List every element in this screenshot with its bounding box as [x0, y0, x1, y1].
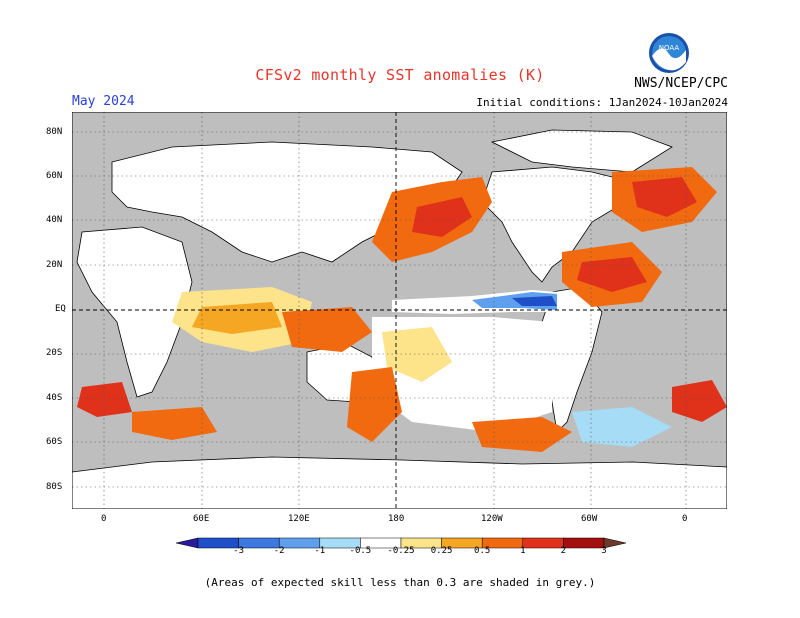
colorbar-label: 1	[520, 546, 526, 556]
colorbar-label: -0.25	[387, 546, 415, 556]
south-indian-warm	[77, 382, 132, 417]
chart-title: CFSv2 monthly SST anomalies (K)	[255, 66, 545, 84]
lat-tick-80s: 80S	[46, 482, 63, 492]
anomaly-patches	[77, 167, 727, 452]
colorbar-label: 3	[601, 546, 607, 556]
lat-tick-20s: 20S	[46, 348, 63, 358]
antarctica	[72, 456, 727, 509]
south-pacific-light-warm	[382, 327, 452, 382]
eurasia	[111, 141, 463, 263]
lon-tick-0-east: 0	[682, 514, 688, 524]
southwest-pacific-warm	[347, 367, 402, 442]
lon-tick-60w: 60W	[581, 514, 598, 524]
initial-conditions: Initial conditions: 1Jan2024-10Jan2024	[476, 96, 728, 109]
lon-tick-0: 0	[101, 514, 107, 524]
forecast-month: May 2024	[72, 94, 135, 109]
colorbar-labels: -3 -2 -1 -0.5 -0.25 0.25 0.5 1 2 3	[176, 546, 626, 558]
tropical-atlantic-strong	[577, 257, 647, 292]
colorbar-label: 0.5	[474, 546, 491, 556]
equator-dateline	[72, 112, 727, 509]
colorbar-label: -1	[314, 546, 326, 556]
colorbar-label: 0.25	[430, 546, 453, 556]
lon-tick-180: 180	[388, 514, 405, 524]
agency-label: NWS/NCEP/CPC	[634, 76, 728, 91]
noaa-logo: NOAA	[649, 33, 689, 73]
colorbar-label: 2	[560, 546, 567, 556]
cold-tongue-core	[512, 296, 557, 306]
north-atlantic-strong	[632, 177, 697, 217]
maritime-continent-warm	[282, 307, 372, 352]
land-masses	[72, 129, 727, 509]
graticule	[72, 112, 727, 509]
lat-tick-60s: 60S	[46, 437, 63, 447]
lon-tick-120w: 120W	[481, 514, 503, 524]
colorbar-label: -2	[273, 546, 285, 556]
africa	[76, 226, 193, 398]
skill-footnote: (Areas of expected skill less than 0.3 a…	[204, 576, 596, 589]
lon-tick-60e: 60E	[193, 514, 210, 524]
arctic-land	[490, 129, 673, 173]
lat-tick-40s: 40S	[46, 393, 63, 403]
colorbar-high-arrow	[603, 537, 626, 549]
south-indian-band	[132, 407, 217, 440]
colorbar-label: -0.5	[349, 546, 372, 556]
logo-text: NOAA	[659, 44, 680, 52]
sst-anomaly-map	[72, 112, 727, 509]
north-pacific-strong-warm	[412, 197, 472, 237]
colorbar	[176, 537, 626, 549]
lat-tick-40n: 40N	[46, 215, 63, 225]
lon-tick-120e: 120E	[288, 514, 310, 524]
south-atlantic-warm	[672, 380, 727, 422]
lat-tick-eq: EQ	[55, 304, 66, 314]
colorbar-label: -3	[233, 546, 245, 556]
lat-tick-80n: 80N	[46, 127, 63, 137]
south-pacific-warm	[472, 417, 572, 452]
lat-tick-20n: 20N	[46, 260, 63, 270]
southern-ocean-cool	[572, 407, 672, 447]
lat-tick-60n: 60N	[46, 171, 63, 181]
